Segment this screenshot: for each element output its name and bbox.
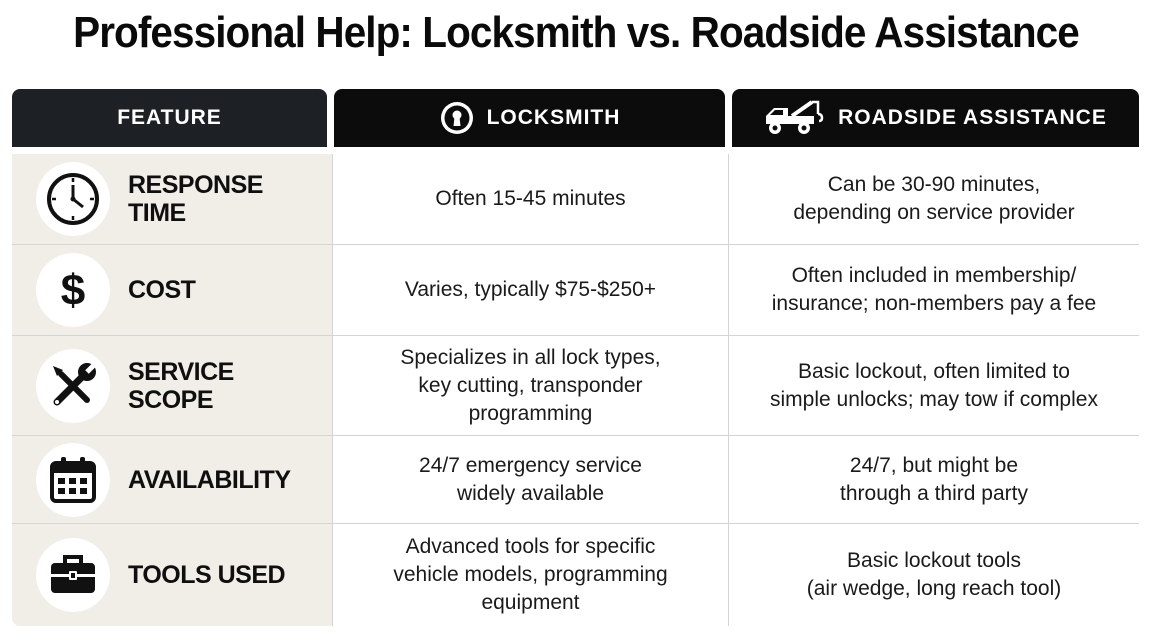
feature-cell: TOOLS USED: [12, 524, 332, 626]
keyhole-icon: [439, 100, 475, 136]
feature-cell: RESPONSE TIME: [12, 154, 332, 244]
locksmith-cell: Specializes in all lock types, key cutti…: [332, 336, 728, 435]
header-feature-label: FEATURE: [117, 106, 222, 129]
header-locksmith-label: LOCKSMITH: [486, 106, 621, 129]
dollar-icon: $: [36, 253, 110, 327]
feature-label: TOOLS USED: [128, 561, 286, 589]
comparison-table: RESPONSE TIME Often 15-45 minutes Can be…: [12, 154, 1139, 626]
table-row: $ COST Varies, typically $75-$250+ Often…: [12, 245, 1139, 336]
svg-text:$: $: [61, 266, 85, 315]
tow-truck-icon: [764, 98, 826, 138]
header-roadside-label: ROADSIDE ASSISTANCE: [838, 106, 1107, 129]
feature-label: COST: [128, 276, 196, 304]
clock-icon: [36, 162, 110, 236]
header-feature: FEATURE: [12, 89, 327, 147]
roadside-cell: Basic lockout tools (air wedge, long rea…: [728, 524, 1139, 626]
roadside-text: 24/7, but might be through a third party: [840, 453, 1028, 505]
feature-label: SERVICE SCOPE: [128, 357, 234, 414]
feature-cell: SERVICE SCOPE: [12, 336, 332, 435]
calendar-icon: [36, 442, 110, 517]
locksmith-cell: Varies, typically $75-$250+: [332, 245, 728, 335]
table-row: AVAILABILITY 24/7 emergency service wide…: [12, 436, 1139, 524]
feature-label: RESPONSE TIME: [128, 171, 263, 227]
locksmith-text: Varies, typically $75-$250+: [404, 278, 657, 301]
locksmith-cell: 24/7 emergency service widely available: [332, 436, 728, 523]
wrench-screwdriver-icon: [36, 348, 110, 423]
header-locksmith: LOCKSMITH: [334, 89, 725, 147]
roadside-text: Can be 30-90 minutes, depending on servi…: [793, 173, 1075, 224]
toolbox-icon: [36, 538, 110, 612]
feature-label: AVAILABILITY: [128, 465, 291, 494]
roadside-text: Often included in membership/ insurance;…: [771, 264, 1097, 315]
locksmith-text: Often 15-45 minutes: [435, 187, 626, 210]
roadside-cell: Can be 30-90 minutes, depending on servi…: [728, 154, 1139, 244]
table-row: RESPONSE TIME Often 15-45 minutes Can be…: [12, 154, 1139, 245]
header-roadside: ROADSIDE ASSISTANCE: [732, 89, 1139, 147]
locksmith-text: 24/7 emergency service widely available: [419, 453, 642, 505]
feature-cell: AVAILABILITY: [12, 436, 332, 523]
locksmith-cell: Often 15-45 minutes: [332, 154, 728, 244]
roadside-cell: 24/7, but might be through a third party: [728, 436, 1139, 523]
page-title: Professional Help: Locksmith vs. Roadsid…: [73, 8, 1080, 57]
table-row: SERVICE SCOPE Specializes in all lock ty…: [12, 336, 1139, 436]
roadside-text: Basic lockout, often limited to simple u…: [770, 359, 1098, 411]
locksmith-cell: Advanced tools for specific vehicle mode…: [332, 524, 728, 626]
locksmith-text: Advanced tools for specific vehicle mode…: [393, 535, 668, 614]
locksmith-text: Specializes in all lock types, key cutti…: [400, 345, 661, 425]
feature-cell: $ COST: [12, 245, 332, 335]
table-row: TOOLS USED Advanced tools for specific v…: [12, 524, 1139, 626]
roadside-cell: Basic lockout, often limited to simple u…: [728, 336, 1139, 435]
roadside-text: Basic lockout tools (air wedge, long rea…: [806, 549, 1062, 600]
roadside-cell: Often included in membership/ insurance;…: [728, 245, 1139, 335]
